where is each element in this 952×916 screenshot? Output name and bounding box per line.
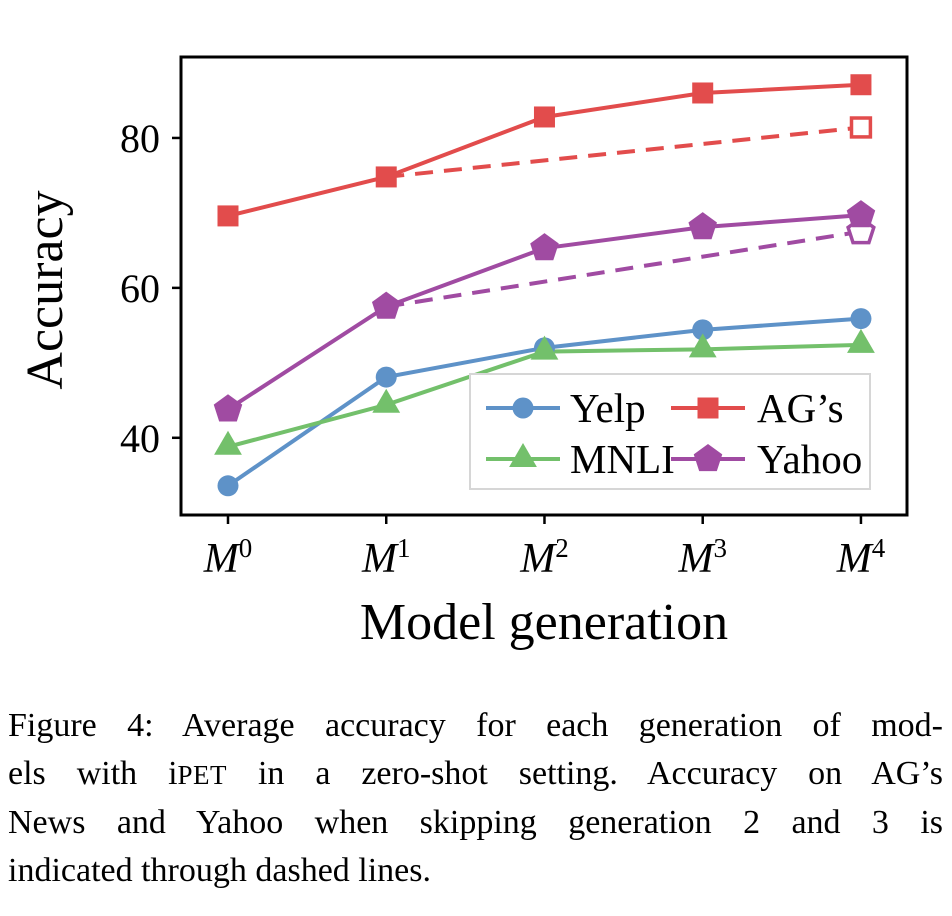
marker-circle xyxy=(217,475,239,497)
marker-circle xyxy=(375,366,397,388)
caption-line-1: Figure 4: Average accuracy for each gene… xyxy=(8,707,943,744)
marker-triangle xyxy=(688,333,717,358)
legend-label: Yelp xyxy=(570,385,646,431)
marker-pentagon xyxy=(213,394,243,422)
marker-circle xyxy=(850,308,872,330)
caption-line-2-pre: els with i xyxy=(8,755,178,792)
x-axis-label: Model generation xyxy=(360,594,728,651)
x-axis: M0 M1 M2 M3 M4 xyxy=(203,515,886,582)
marker-triangle xyxy=(847,328,875,353)
x-tick-label: M2 xyxy=(519,533,569,582)
marker-circle xyxy=(692,319,714,341)
caption-line-2-post: in a zero-shot setting. Accuracy on AG’s xyxy=(227,755,943,792)
marker-square xyxy=(692,82,714,104)
series-line-5 xyxy=(386,125,862,179)
marker-pentagon xyxy=(688,212,717,240)
marker-pentagon xyxy=(846,200,876,228)
marker-square xyxy=(533,106,555,128)
legend-marker-pentagon xyxy=(693,444,723,472)
marker-triangle xyxy=(214,430,242,455)
legend-marker-square xyxy=(697,397,719,419)
legend: Yelp AG’s MNLI Yahoo xyxy=(469,373,871,490)
series-markers xyxy=(213,74,876,497)
accuracy-line-chart: 40 60 80 M0 M1 M2 M3 M4 Accuracy Model generation… xyxy=(17,55,909,651)
series-line-6 xyxy=(385,229,862,309)
marker-triangle xyxy=(372,388,401,413)
marker-square xyxy=(850,74,872,96)
caption-line-3: News and Yahoo when skipping generation … xyxy=(8,804,943,841)
caption-line-2: els with iPET in a zero-shot setting. Ac… xyxy=(8,750,943,799)
legend-label: MNLI xyxy=(570,436,675,482)
y-tick-label: 40 xyxy=(120,416,160,461)
legend-label: Yahoo xyxy=(757,436,862,482)
y-tick-label: 80 xyxy=(120,116,160,161)
y-tick-label: 60 xyxy=(120,266,160,311)
figure-4: 40 60 80 M0 M1 M2 M3 M4 Accuracy Model generation… xyxy=(0,55,952,895)
marker-pentagon xyxy=(530,233,559,261)
plot-frame xyxy=(179,55,909,517)
marker-pentagon xyxy=(371,291,401,319)
x-tick-label: M4 xyxy=(836,533,886,582)
caption-line-4: indicated through dashed lines. xyxy=(8,852,432,889)
x-tick-label: M1 xyxy=(361,533,411,582)
marker-triangle xyxy=(530,335,559,360)
x-tick-label: M3 xyxy=(677,533,727,582)
legend-label: AG’s xyxy=(757,385,844,431)
legend-box xyxy=(469,373,871,490)
y-axis: 40 60 80 xyxy=(120,116,181,461)
marker-square-open xyxy=(849,116,873,139)
figure-caption: Figure 4: Average accuracy for each gene… xyxy=(0,702,952,895)
y-axis-label: Accuracy xyxy=(17,190,74,389)
marker-square xyxy=(217,205,239,227)
series-line-3 xyxy=(227,82,862,218)
legend-marker-triangle xyxy=(509,443,537,467)
legend-marker-circle xyxy=(512,397,534,419)
marker-square xyxy=(375,166,397,188)
caption-line-2-smallcaps: PET xyxy=(177,760,228,790)
x-tick-label: M0 xyxy=(203,533,253,582)
